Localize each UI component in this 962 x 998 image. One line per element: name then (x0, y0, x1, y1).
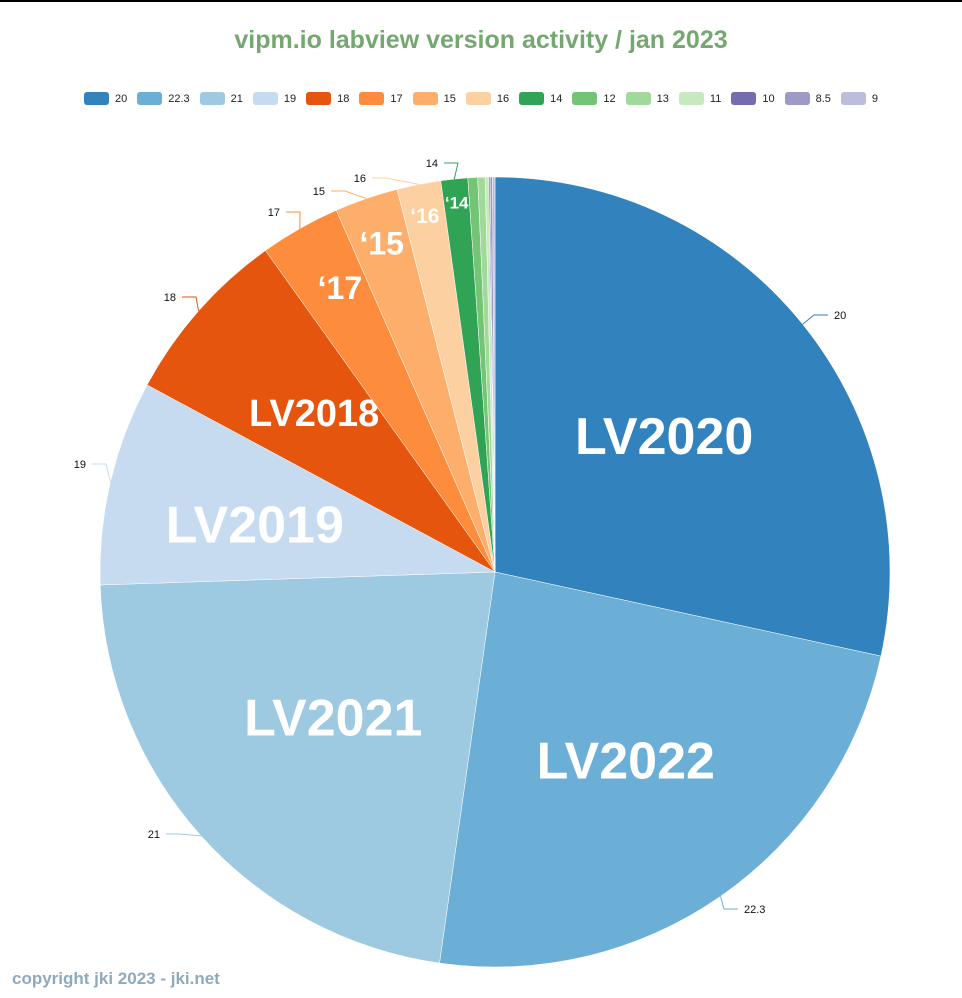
copyright-footer: copyright jki 2023 - jki.net (12, 969, 220, 988)
legend-item-21[interactable]: 21 (199, 92, 243, 105)
legend-label: 14 (550, 92, 563, 105)
legend-label: 15 (443, 92, 456, 105)
legend-label: 10 (762, 92, 775, 105)
legend-item-12[interactable]: 12 (572, 92, 616, 105)
legend-label: 19 (283, 92, 297, 105)
leader-line (372, 177, 419, 185)
outer-label: 21 (148, 829, 160, 841)
legend-item-14[interactable]: 14 (519, 92, 562, 105)
legend-swatch (840, 92, 866, 105)
chart-legend: 20 22.3 21 19 18 17 15 16 14 12 13 11 10 8.5 9 (0, 92, 962, 105)
legend-label: 16 (496, 92, 510, 105)
legend-item-8-5[interactable]: 8.5 (784, 92, 831, 105)
legend-item-19[interactable]: 19 (252, 92, 297, 105)
legend-swatch (678, 92, 704, 105)
legend-item-16[interactable]: 16 (465, 92, 510, 105)
pie-slice-18[interactable] (146, 250, 496, 573)
leader-line (286, 211, 301, 229)
pie-slice-20[interactable] (494, 176, 891, 657)
legend-label: 12 (603, 92, 616, 105)
leader-line (444, 162, 459, 180)
legend-item-11[interactable]: 11 (678, 92, 722, 105)
slice-label: ‘16 (410, 205, 439, 228)
legend-swatch (252, 92, 278, 105)
legend-label: 13 (656, 92, 669, 105)
legend-swatch (784, 92, 810, 105)
slice-label: LV2022 (537, 732, 715, 790)
slice-label: LV2019 (166, 497, 344, 555)
outer-label: 14 (426, 158, 438, 170)
legend-item-15[interactable]: 15 (412, 92, 456, 105)
top-border (0, 0, 962, 2)
leader-line (331, 190, 367, 200)
outer-label: 19 (74, 459, 86, 471)
legend-swatch (83, 92, 109, 105)
legend-swatch (137, 92, 163, 105)
outer-label: 18 (164, 292, 176, 304)
legend-item-22-3[interactable]: 22.3 (137, 92, 190, 105)
pie-slice-19[interactable] (99, 384, 496, 586)
slice-label: ‘15 (359, 226, 403, 262)
leader-line (802, 314, 828, 325)
slice-label: LV2020 (575, 408, 753, 466)
legend-item-18[interactable]: 18 (306, 92, 349, 105)
legend-item-9[interactable]: 9 (840, 92, 878, 105)
legend-swatch (359, 92, 385, 105)
legend-label: 9 (871, 92, 878, 105)
slice-label: LV2018 (249, 393, 379, 435)
legend-label: 20 (114, 92, 128, 105)
outer-label: 20 (834, 310, 846, 322)
legend-label: 8.5 (815, 92, 831, 105)
legend-swatch (519, 92, 545, 105)
leader-line (182, 296, 200, 312)
legend-label: 11 (709, 92, 722, 105)
leader-line (92, 463, 111, 482)
legend-swatch (199, 92, 225, 105)
outer-label: 15 (313, 186, 325, 198)
legend-swatch (572, 92, 598, 105)
legend-swatch (412, 92, 438, 105)
legend-item-13[interactable]: 13 (625, 92, 669, 105)
slice-label: ‘17 (318, 270, 362, 306)
legend-label: 22.3 (168, 92, 190, 105)
legend-label: 18 (337, 92, 350, 105)
legend-label: 21 (230, 92, 243, 105)
slice-label: ‘14 (445, 194, 469, 213)
slice-label: LV2021 (244, 689, 422, 747)
legend-item-20[interactable]: 20 (83, 92, 128, 105)
legend-item-17[interactable]: 17 (359, 92, 403, 105)
leader-line (166, 833, 202, 837)
leader-line (720, 896, 738, 910)
outer-label: 16 (354, 173, 366, 185)
legend-swatch (465, 92, 491, 105)
legend-label: 17 (390, 92, 403, 105)
pie-slice-21[interactable] (99, 571, 496, 964)
legend-swatch (731, 92, 757, 105)
legend-swatch (306, 92, 332, 105)
outer-label: 17 (268, 207, 280, 219)
legend-item-10[interactable]: 10 (731, 92, 775, 105)
pie-slice-9[interactable] (492, 176, 496, 573)
legend-swatch (625, 92, 651, 105)
chart-title: vipm.io labview version activity / jan 2… (234, 26, 728, 54)
outer-label: 22.3 (744, 904, 765, 916)
